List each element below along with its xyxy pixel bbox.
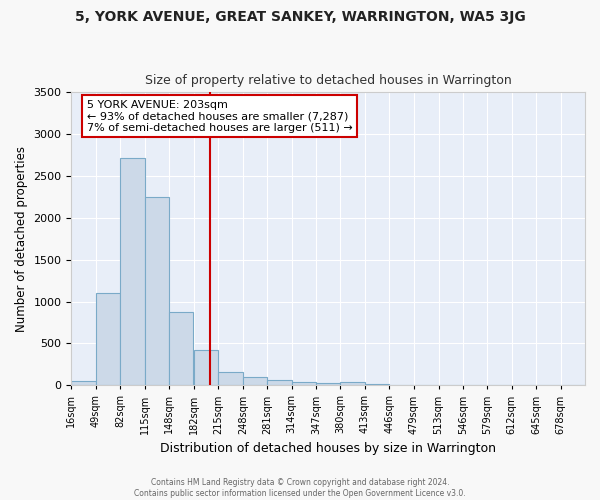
X-axis label: Distribution of detached houses by size in Warrington: Distribution of detached houses by size …	[160, 442, 496, 455]
Bar	[96, 293, 120, 386]
Y-axis label: Number of detached properties: Number of detached properties	[15, 146, 28, 332]
Bar	[267, 380, 292, 386]
Bar	[194, 350, 218, 386]
Bar	[71, 381, 96, 386]
Title: Size of property relative to detached houses in Warrington: Size of property relative to detached ho…	[145, 74, 512, 87]
Text: Contains HM Land Registry data © Crown copyright and database right 2024.
Contai: Contains HM Land Registry data © Crown c…	[134, 478, 466, 498]
Text: 5, YORK AVENUE, GREAT SANKEY, WARRINGTON, WA5 3JG: 5, YORK AVENUE, GREAT SANKEY, WARRINGTON…	[74, 10, 526, 24]
Bar	[145, 197, 169, 386]
Bar	[292, 382, 316, 386]
Text: 5 YORK AVENUE: 203sqm
← 93% of detached houses are smaller (7,287)
7% of semi-de: 5 YORK AVENUE: 203sqm ← 93% of detached …	[87, 100, 353, 133]
Bar	[243, 377, 267, 386]
Bar	[120, 158, 145, 386]
Bar	[218, 372, 243, 386]
Bar	[316, 383, 340, 386]
Bar	[365, 384, 389, 386]
Bar	[340, 382, 365, 386]
Bar	[169, 312, 193, 386]
